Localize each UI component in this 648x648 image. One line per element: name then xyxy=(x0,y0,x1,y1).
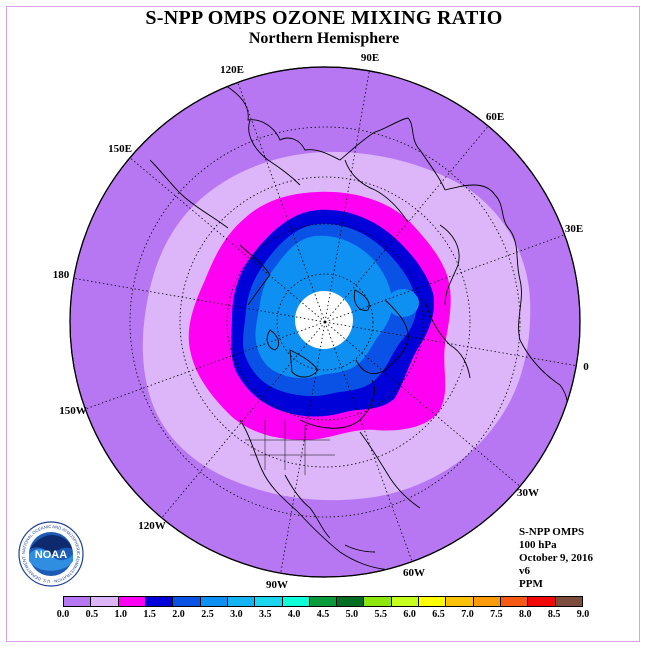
lon-label-60w: 60W xyxy=(403,567,425,579)
polar-cap xyxy=(295,291,353,349)
lon-label-30w: 30W xyxy=(517,487,539,499)
lon-label-30e: 30E xyxy=(565,223,583,235)
colorbar-tick-label: 2.0 xyxy=(172,609,185,620)
colorbar-segment xyxy=(200,597,228,606)
colorbar-segment xyxy=(64,597,92,606)
page-subtitle: Northern Hemisphere xyxy=(248,30,400,47)
page-title: S-NPP OMPS OZONE MIXING RATIO xyxy=(145,7,503,29)
figure-frame xyxy=(6,6,640,642)
contour-patch-light-blue xyxy=(387,289,419,317)
colorbar xyxy=(63,596,583,607)
colorbar-tick-label: 8.5 xyxy=(547,609,561,620)
colorbar-segment xyxy=(473,597,501,606)
colorbar-tick-label: 8.0 xyxy=(518,609,532,620)
latitude-circles xyxy=(129,126,521,518)
colorbar-segment xyxy=(227,597,256,606)
info-units: PPM xyxy=(519,578,543,590)
colorbar-tick-label: 0.5 xyxy=(85,609,99,620)
colorbar-tick-label: 2.5 xyxy=(201,609,214,620)
colorbar-tick-label: 3.0 xyxy=(230,609,243,620)
lon-label-150w: 150W xyxy=(59,405,87,417)
colorbar-segment xyxy=(337,597,365,606)
colorbar-segment xyxy=(555,597,582,606)
info-version: v6 xyxy=(519,565,530,577)
colorbar-segment xyxy=(282,597,310,606)
colorbar-segment xyxy=(145,597,174,606)
coastlines xyxy=(149,84,569,571)
colorbar-tick-label: 9.0 xyxy=(576,609,590,620)
colorbar-segment xyxy=(255,597,283,606)
colorbar-segment xyxy=(391,597,420,606)
longitude-labels: 90E 60E 30E 0 30W 60W 90W 120W 150W 180 150E 120E xyxy=(53,52,590,591)
lon-label-90e: 90E xyxy=(361,52,379,64)
noaa-logo: NOAA NATIONAL OCEANIC AND ATMOSPHERIC AD… xyxy=(18,521,84,587)
lon-label-60e: 60E xyxy=(486,111,504,123)
info-date: October 9, 2016 xyxy=(519,552,594,564)
colorbar-tick-label: 4.0 xyxy=(287,609,301,620)
colorbar-ticks: 0.0 0.5 1.0 1.5 2.0 2.5 3.0 3.5 4.0 4.5 5.0 5.5 6.0 6… xyxy=(57,609,590,623)
colorbar-segment xyxy=(118,597,146,606)
colorbar-tick-label: 1.5 xyxy=(143,609,156,620)
colorbar-tick-label: 1.0 xyxy=(114,609,128,620)
lon-label-0: 0 xyxy=(583,361,589,373)
colorbar-tick-label: 7.0 xyxy=(461,609,474,620)
colorbar-segment xyxy=(309,597,338,606)
lon-label-150e: 150E xyxy=(108,143,132,155)
lon-label-120w: 120W xyxy=(138,520,166,532)
info-level: 100 hPa xyxy=(519,539,557,551)
colorbar-tick-label: 5.5 xyxy=(374,609,388,620)
colorbar-segment xyxy=(364,597,392,606)
colorbar-segment xyxy=(91,597,119,606)
lon-label-120e: 120E xyxy=(220,64,244,76)
colorbar-tick-label: 6.5 xyxy=(432,609,445,620)
logo-text: NOAA xyxy=(35,549,67,561)
colorbar-tick-label: 6.0 xyxy=(403,609,416,620)
colorbar-segment xyxy=(173,597,201,606)
lon-label-90w: 90W xyxy=(266,579,288,591)
colorbar-tick-label: 3.5 xyxy=(258,609,272,620)
colorbar-segment xyxy=(446,597,474,606)
meridians xyxy=(71,67,579,577)
colorbar-tick-label: 7.5 xyxy=(490,609,503,620)
colorbar-segment xyxy=(528,597,556,606)
colorbar-tick-label: 0.0 xyxy=(56,609,70,620)
info-block: S-NPP OMPS 100 hPa October 9, 2016 v6 PP… xyxy=(519,526,593,591)
info-instrument: S-NPP OMPS xyxy=(519,526,585,538)
colorbar-segment xyxy=(419,597,447,606)
colorbar-segment xyxy=(501,597,529,606)
colorbar-tick-label: 4.5 xyxy=(316,609,330,620)
lon-label-180: 180 xyxy=(53,269,70,281)
colorbar-tick-label: 5.0 xyxy=(345,609,359,620)
